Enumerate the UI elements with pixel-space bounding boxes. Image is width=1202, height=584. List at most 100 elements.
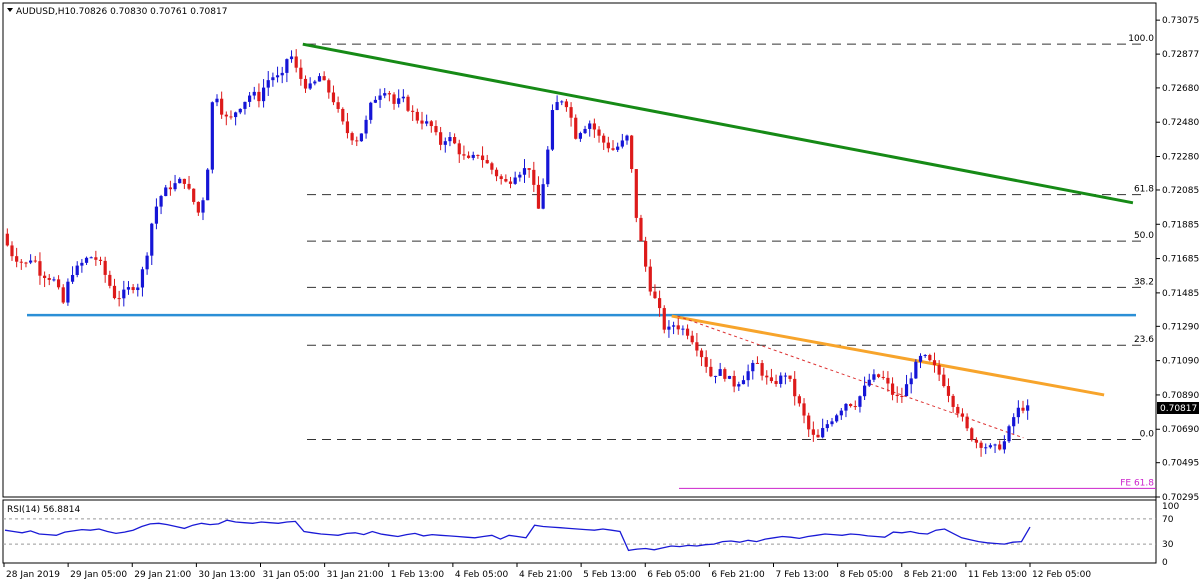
candle-body	[434, 126, 438, 133]
candle-body	[830, 421, 834, 425]
candle-body	[457, 143, 461, 155]
candle-body	[490, 163, 494, 170]
fib-level-label: 50.0	[1134, 231, 1154, 241]
candle-body	[280, 72, 284, 76]
candle-body	[387, 93, 391, 95]
candle-body	[802, 403, 806, 416]
candle-body	[611, 148, 615, 150]
candle-body	[956, 406, 960, 414]
time-tick-label: 8 Feb 05:00	[840, 570, 894, 580]
rsi-tick-label: 0	[1162, 558, 1168, 568]
candle-body	[988, 445, 992, 448]
candle-body	[275, 75, 280, 78]
candle-body	[504, 179, 508, 182]
candle-body	[224, 114, 228, 117]
candle-body	[825, 424, 829, 429]
candle-body	[415, 111, 419, 121]
candle-body	[359, 133, 364, 142]
candle-body	[797, 396, 801, 404]
candle-body	[173, 183, 177, 190]
fib-level-label: 100.0	[1128, 34, 1154, 44]
candle-body	[653, 291, 657, 299]
candle-body	[66, 281, 70, 303]
candle-body	[220, 98, 224, 115]
candle-body	[75, 265, 79, 275]
candle-body	[821, 428, 825, 438]
candle-body	[518, 174, 522, 178]
chevron-down-icon[interactable]	[7, 8, 13, 12]
time-tick-label: 1 Feb 13:00	[391, 570, 445, 580]
candle-body	[690, 335, 694, 343]
time-tick-label: 29 Jan 05:00	[70, 570, 127, 580]
candle-body	[909, 378, 913, 385]
price-tick-label: 0.70690	[1162, 425, 1199, 435]
candle-body	[685, 328, 690, 336]
price-axis: 0.73075 0.72877 0.72680 0.72480 0.72280 0.720…	[1156, 16, 1199, 503]
candle-body	[397, 98, 401, 104]
candle-body	[536, 184, 541, 209]
candle-body	[196, 201, 200, 213]
candle-body	[19, 261, 23, 263]
candle-body	[779, 375, 783, 384]
candle-body	[29, 260, 33, 263]
candle-body	[541, 184, 545, 209]
candle-body	[294, 56, 298, 68]
candle-body	[863, 385, 867, 397]
candle-body	[765, 375, 769, 378]
candle-body	[145, 255, 149, 270]
candle-body	[210, 102, 214, 170]
rsi-tick-label: 70	[1162, 515, 1174, 525]
candle-body	[588, 123, 592, 129]
price-tick-label: 0.72877	[1162, 50, 1199, 60]
candle-body	[327, 80, 331, 93]
candle-body	[904, 384, 909, 397]
price-tick-label: 0.70890	[1162, 391, 1199, 401]
time-axis: 28 Jan 2019 29 Jan 05:00 29 Jan 21:00 30 Ja…	[3, 563, 1091, 580]
candle-body	[485, 160, 489, 164]
candle-body	[494, 169, 499, 177]
candle-body	[616, 146, 620, 150]
time-tick-label: 5 Feb 13:00	[583, 570, 637, 580]
fib-level-label: 0.0	[1140, 430, 1155, 440]
candle-body	[499, 176, 503, 180]
candle-body	[178, 178, 182, 184]
candle-body	[974, 439, 979, 443]
candle-body	[313, 81, 317, 84]
candle-body	[429, 121, 433, 127]
main-plot-frame	[2, 2, 1157, 498]
candle-body	[793, 378, 797, 397]
candle-body	[108, 274, 112, 286]
candle-body	[583, 128, 587, 134]
time-tick-label: 31 Jan 05:00	[263, 570, 320, 580]
candle-body	[117, 298, 121, 300]
candle-body	[732, 375, 736, 387]
candle-body	[285, 59, 289, 73]
candle-body	[937, 365, 941, 375]
candle-body	[648, 266, 652, 292]
candle-body	[699, 350, 704, 358]
ohlc-label: 0.70826 0.70830 0.70761 0.70817	[70, 7, 227, 17]
rsi-line	[4, 519, 1031, 552]
candle-body	[788, 375, 792, 379]
candle-body	[401, 96, 405, 99]
candle-body	[56, 279, 61, 288]
candle-body	[746, 371, 750, 381]
candle-body	[471, 154, 475, 158]
current-price-label: 0.70817	[1160, 404, 1197, 414]
candle-body	[872, 374, 876, 380]
time-tick-label: 12 Feb 05:00	[1032, 570, 1091, 580]
candle-body	[476, 154, 480, 156]
candle-body	[835, 415, 839, 422]
red-dashed-support-line	[677, 315, 1024, 439]
candle-body	[881, 376, 885, 378]
current-price-tag	[1157, 402, 1199, 414]
time-tick-label: 4 Feb 21:00	[519, 570, 573, 580]
candle-body	[1007, 426, 1011, 442]
candle-body	[932, 360, 937, 366]
candle-body	[783, 375, 787, 377]
candle-body	[168, 187, 172, 190]
candle-body	[126, 287, 131, 290]
candle-body	[946, 386, 951, 396]
candle-body	[630, 135, 634, 170]
